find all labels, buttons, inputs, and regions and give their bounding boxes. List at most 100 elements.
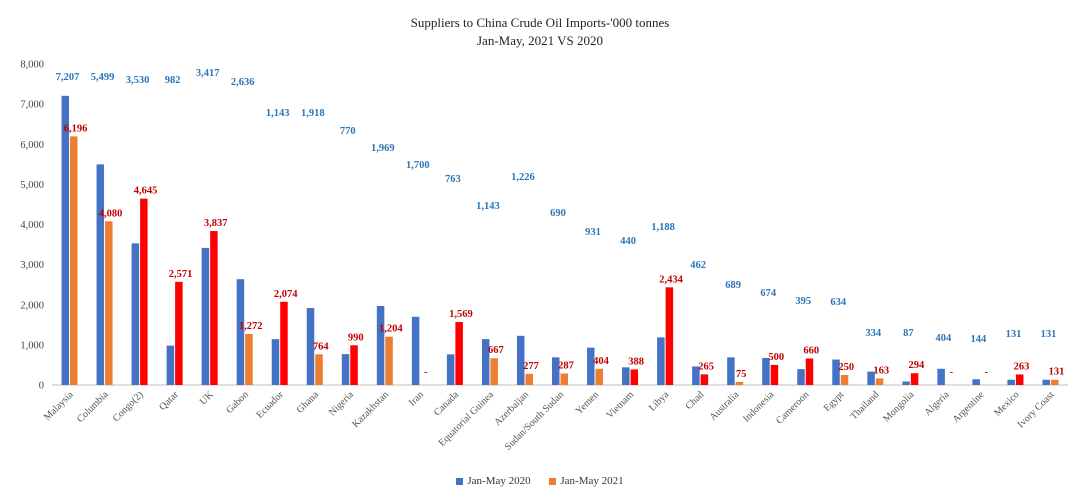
bar-2021 — [490, 358, 498, 385]
bar-2021 — [280, 301, 288, 385]
category-label: Cameroon — [774, 389, 811, 426]
y-tick-label: 0 — [39, 381, 44, 392]
category-label: Malaysia — [42, 389, 76, 423]
bar-2020 — [972, 379, 980, 385]
bar-2021 — [840, 374, 849, 385]
data-label-2020: 770 — [340, 126, 356, 137]
category-label: Ivory Coast — [1016, 389, 1057, 430]
bar-2020 — [96, 164, 105, 385]
legend-item-2020: Jan-May 2020 — [456, 475, 531, 487]
data-label-2021: - — [985, 367, 989, 378]
bar-2021 — [735, 381, 744, 385]
data-label-2021: - — [424, 367, 428, 378]
bar-2020 — [306, 308, 315, 385]
category-label: Congo(2) — [111, 389, 146, 424]
data-label-2020: 1,143 — [476, 201, 500, 212]
y-tick-label: 3,000 — [20, 260, 44, 271]
bar-2020 — [61, 95, 70, 385]
bar-2021 — [1050, 379, 1059, 385]
plot-area: 0 1,000 2,000 3,000 4,000 5,000 6,000 7,000 8,00… — [20, 60, 1068, 453]
data-label-2020: 144 — [971, 334, 988, 345]
y-tick-label: 4,000 — [20, 220, 44, 231]
category-label: Australia — [708, 389, 742, 423]
bar-2021 — [630, 369, 639, 385]
category-label: Mexico — [992, 389, 1021, 418]
data-label-2020: 334 — [865, 328, 882, 339]
data-label-2020: 3,417 — [196, 68, 220, 79]
data-label-2021: 294 — [908, 360, 925, 371]
bar-2020 — [516, 335, 525, 385]
bar-2020 — [271, 339, 280, 385]
data-label-2021: 4,080 — [99, 208, 123, 219]
bar-2021 — [665, 287, 674, 385]
y-tick-label: 1,000 — [20, 340, 44, 351]
data-label-2021: 4,645 — [134, 186, 158, 197]
bar-2020 — [587, 347, 595, 385]
data-label-2020: 1,969 — [371, 143, 395, 154]
data-label-2021: 388 — [628, 356, 644, 367]
data-label-2021: 1,204 — [379, 324, 403, 335]
legend-swatch-2021 — [549, 477, 557, 485]
bar-2020 — [902, 381, 910, 385]
data-label-2020: 1,700 — [406, 160, 430, 171]
category-label: Qatar — [157, 389, 181, 413]
bar-2021 — [350, 345, 358, 385]
category-label: Argentine — [951, 389, 987, 425]
data-label-2021: 3,837 — [204, 218, 228, 229]
bar-2020 — [201, 247, 210, 385]
y-tick-label: 6,000 — [20, 140, 44, 151]
data-label-2020: 404 — [936, 333, 953, 344]
bar-2020 — [236, 279, 245, 385]
data-label-2021: 250 — [838, 362, 854, 373]
category-label: Indonesia — [741, 389, 777, 425]
bar-2021 — [525, 373, 533, 385]
data-label-2020: 931 — [585, 227, 601, 238]
category-label: Ecuador — [255, 389, 287, 421]
data-label-2021: 660 — [803, 346, 819, 357]
bar-2020 — [692, 366, 700, 385]
y-tick-label: 2,000 — [20, 300, 44, 311]
bar-2021 — [315, 354, 323, 385]
bar-2020 — [552, 357, 560, 385]
y-tick-label: 7,000 — [20, 100, 44, 111]
data-label-2021: 263 — [1014, 361, 1030, 372]
data-label-2021: 404 — [593, 356, 610, 367]
bar-2021 — [875, 378, 884, 385]
data-label-2021: 265 — [698, 361, 714, 372]
bar-2020 — [832, 359, 840, 385]
category-label: Kazakhstan — [350, 389, 391, 430]
legend-swatch-2020 — [456, 477, 464, 485]
data-label-2020: 982 — [165, 75, 181, 86]
category-label: Canada — [432, 389, 461, 418]
category-label: Mongolia — [881, 389, 917, 425]
category-label: Chad — [684, 389, 707, 412]
data-label-2021: 667 — [488, 345, 504, 356]
bar-2021 — [700, 374, 709, 385]
data-label-2020: 2,636 — [231, 77, 255, 88]
data-label-2020: 689 — [725, 280, 741, 291]
bar-2021 — [210, 231, 218, 385]
data-label-2020: 1,918 — [301, 108, 325, 119]
y-tick-label: 8,000 — [20, 60, 44, 71]
bar-2021 — [140, 198, 148, 385]
category-label: Iran — [407, 389, 426, 408]
category-label: UK — [198, 389, 217, 408]
bar-2020 — [622, 367, 630, 385]
category-label: Algeria — [923, 389, 952, 418]
legend-item-2021: Jan-May 2021 — [549, 475, 624, 487]
category-label: Ghana — [295, 389, 322, 416]
category-label: Libya — [647, 389, 672, 414]
data-label-2020: 440 — [620, 236, 636, 247]
data-label-2021: 1,569 — [449, 309, 473, 320]
bar-2020 — [797, 369, 805, 385]
bar-2020 — [1042, 379, 1050, 385]
bar-2021 — [1015, 374, 1024, 385]
bar-2021 — [70, 136, 78, 385]
bar-2021 — [455, 322, 463, 385]
data-label-2021: 2,434 — [659, 274, 683, 285]
data-label-2020: 462 — [690, 260, 706, 271]
data-label-2021: 163 — [873, 365, 889, 376]
bar-2020 — [867, 371, 875, 385]
category-label: Vietnam — [604, 389, 636, 421]
